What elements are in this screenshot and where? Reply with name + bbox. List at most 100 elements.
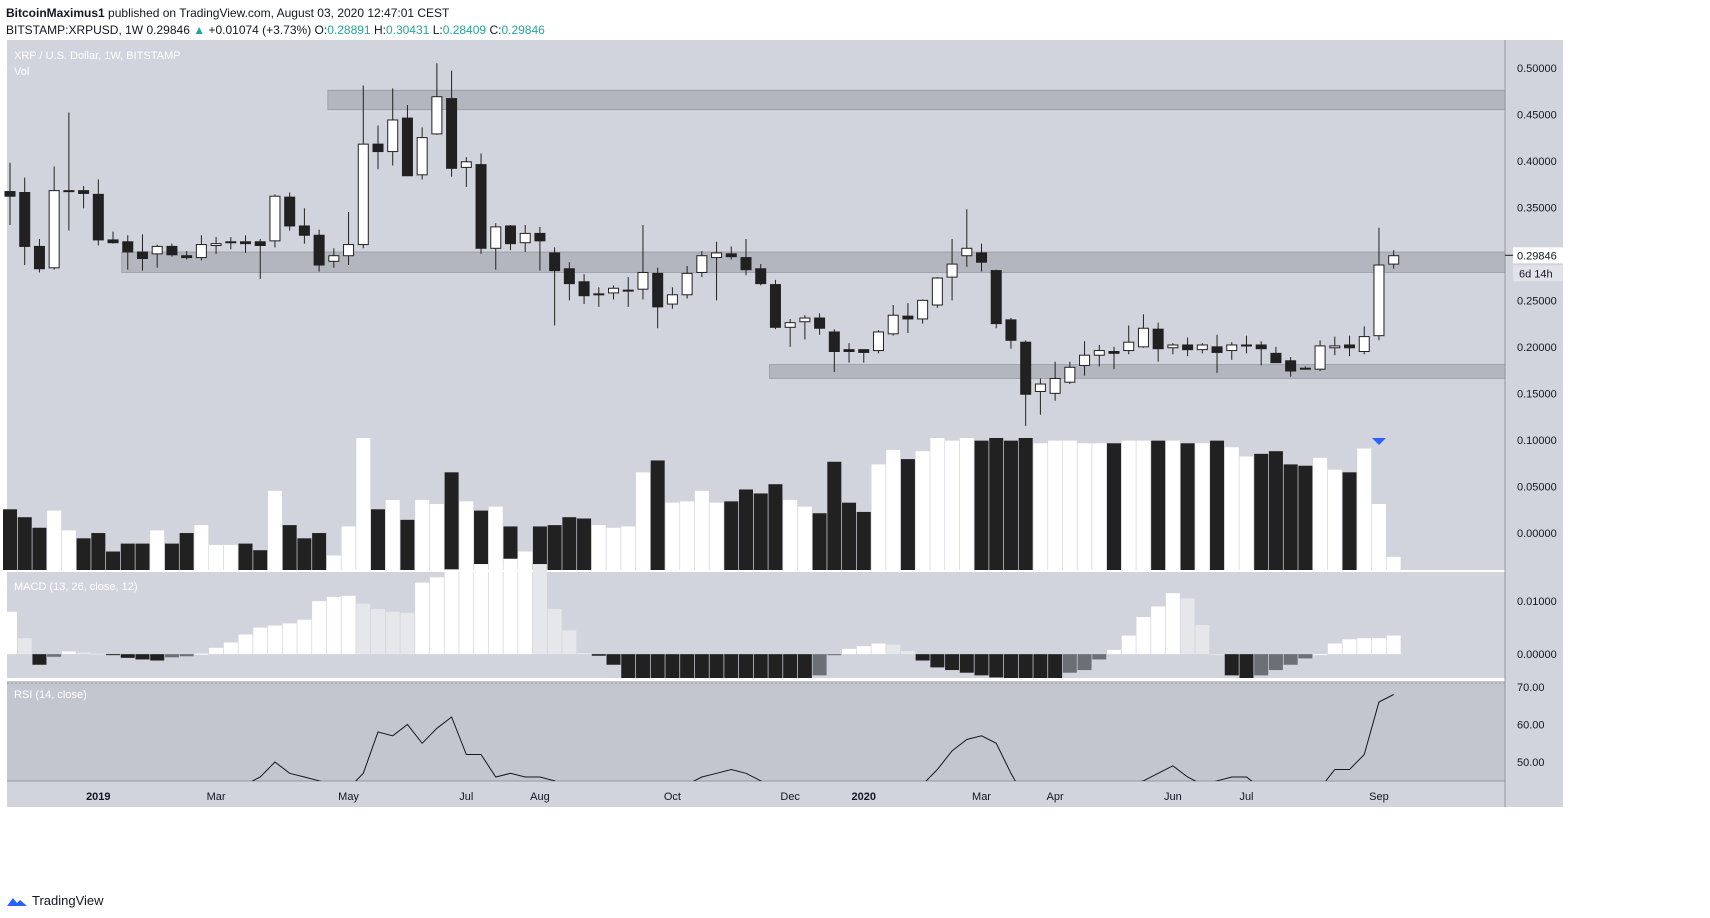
macd-bar [1136,617,1151,655]
volume-bar [753,493,768,570]
candle-body [19,191,31,247]
volume-bar [223,544,238,570]
candle-body [902,315,914,320]
macd-bar [739,654,753,678]
tradingview-logo-icon [7,897,27,906]
volume-bar [371,509,385,570]
candle-body [725,253,737,258]
rsi-line [251,694,1394,781]
candle-body [1049,377,1061,394]
y-tick-label: 0.00000 [1517,528,1557,540]
candle-body [563,268,575,285]
candle-body [328,255,340,262]
rsi-tick-label: 60.00 [1517,720,1545,732]
volume-bar [1165,440,1180,570]
last-price: 0.29846 [146,23,190,37]
zone-0 [327,89,1506,111]
macd-bar [120,654,135,658]
low-label: L: [432,23,443,37]
candle-body [608,287,620,294]
macd-bar [753,654,768,678]
volume-bar [1003,440,1018,570]
candle-body [976,252,988,263]
volume-bar [1151,440,1166,570]
macd-bar [650,654,665,678]
candle-body [431,96,443,135]
last-price-box [1513,247,1563,264]
volume-bar [1298,465,1313,570]
candle-body [946,263,958,278]
volume-bar [900,459,915,570]
macd-bar [326,596,341,655]
volume-bar [1313,457,1328,570]
volume-bar [76,538,91,570]
volume-bar [1224,447,1239,570]
up-arrow-icon: ▲ [193,23,206,37]
macd-bar [827,654,842,656]
macd-bar [532,564,547,655]
candle-body [504,225,516,245]
chart-title: XRP / U.S. Dollar, 1W, BITSTAMP [14,50,180,62]
y-tick-label: 0.50000 [1517,63,1557,75]
volume-bar [1048,440,1063,570]
x-tick-label: 2020 [852,791,876,803]
candle-body [151,245,163,255]
candle-body [387,119,399,153]
candle-body [711,252,723,259]
candle-body [740,257,752,271]
macd-bar [1239,654,1254,678]
macd-bar [1268,654,1283,671]
volume-bar [650,460,665,570]
candle-body [313,234,325,266]
macd-bar [282,623,297,655]
macd-bar [444,569,459,655]
candle-body [549,252,561,272]
macd-bar [91,653,106,655]
rsi-label: RSI (14, close) [14,689,87,701]
macd-bar [1342,639,1357,655]
volume-bar [1342,472,1357,570]
tradingview-brand[interactable]: TradingView [6,893,104,908]
volume-bar [1371,504,1386,570]
candle-body [1314,345,1326,370]
volume-bar [91,533,106,570]
macd-bar [385,611,400,655]
candle-body [593,293,605,296]
author-name[interactable]: BitcoinMaximus1 [6,6,105,20]
candle-body [858,349,870,353]
high-value: 0.30431 [385,23,430,37]
candle-body [33,245,45,270]
volume-bar [606,527,621,570]
macd-bar [783,654,798,678]
zone-2 [769,364,1506,379]
macd-bar [680,654,695,678]
macd-bar [518,558,533,655]
volume-bar [842,502,857,570]
volume-bar [1254,453,1269,570]
macd-bar [1077,654,1092,671]
candle-body [181,255,193,259]
candle-body [769,284,781,328]
volume-bar [1062,440,1077,570]
candle-body [917,299,929,320]
candle-body [284,196,296,227]
macd-bar [1033,654,1048,678]
volume-bar [635,472,650,570]
candle-body [63,190,75,193]
volume-bar [356,438,371,570]
volume-bar [709,502,724,570]
volume-bar [1195,443,1210,570]
volume-bar [562,517,577,570]
volume-bar [1386,556,1401,570]
macd-bar [253,627,268,655]
macd-bar [621,654,636,678]
macd-bar [856,646,871,655]
candle-body [357,143,369,246]
volume-bar [400,519,415,570]
close-value: 0.29846 [501,23,545,37]
macd-bar [1003,654,1018,678]
candle-body [637,271,649,290]
volume-bar [665,502,680,570]
candle-body [1020,341,1032,395]
